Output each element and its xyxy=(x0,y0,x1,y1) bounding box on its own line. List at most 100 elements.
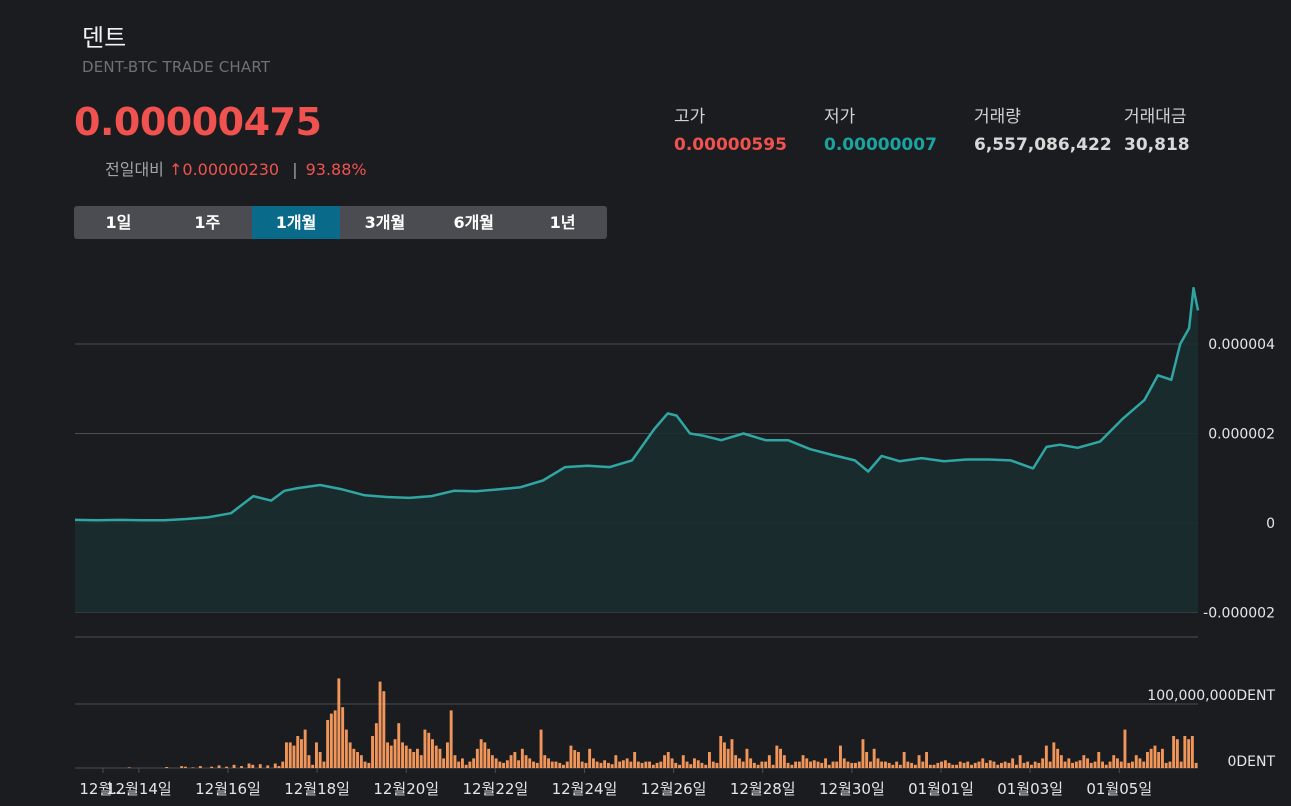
volume-bar xyxy=(520,748,524,768)
period-1y-button[interactable]: 1년 xyxy=(549,213,576,232)
volume-bar xyxy=(1101,761,1104,768)
volume-bar xyxy=(958,761,962,768)
volume-bar xyxy=(423,729,427,768)
volume-bar xyxy=(820,762,824,768)
volume-bar xyxy=(535,762,539,768)
volume-bar xyxy=(730,739,734,768)
volume-bar xyxy=(1089,762,1093,768)
volume-bar xyxy=(191,767,195,768)
volume-bar xyxy=(1063,761,1067,768)
volume-bar xyxy=(442,758,446,768)
volume-bar xyxy=(1149,748,1153,768)
volume-bar xyxy=(371,736,374,768)
volume-bar xyxy=(543,755,547,768)
volume-bar xyxy=(917,755,921,768)
volume-bar xyxy=(962,762,966,768)
volume-bar xyxy=(344,729,348,768)
volume-bar xyxy=(285,742,288,768)
volume-bar xyxy=(307,755,311,768)
price-line xyxy=(74,286,1200,522)
volume-bar xyxy=(1026,761,1030,768)
volume-bar xyxy=(1194,762,1198,768)
volume-bar xyxy=(1153,745,1157,768)
volume-bar xyxy=(558,762,562,768)
stat-low: 저가 0.00000007 xyxy=(824,102,937,155)
volume-bar xyxy=(1172,736,1176,768)
volume-bar xyxy=(1011,758,1015,768)
volume-bar xyxy=(281,761,285,768)
volume-bar xyxy=(1037,762,1041,768)
volume-bar xyxy=(1104,764,1108,768)
volume-bar xyxy=(1161,748,1164,768)
volume-bar xyxy=(592,758,595,768)
volume-bar xyxy=(352,748,356,768)
volume-bar xyxy=(1168,761,1172,768)
volume-bar xyxy=(524,755,528,768)
volume-bar xyxy=(910,762,914,768)
volume-bar xyxy=(932,764,936,768)
volume-bar xyxy=(449,710,453,768)
volume-bar xyxy=(513,752,517,768)
volume-bar xyxy=(1018,755,1022,768)
volume-bar xyxy=(550,761,554,768)
volume-bar xyxy=(936,762,940,768)
volume-bar xyxy=(1123,729,1127,768)
volume-bar xyxy=(356,752,359,768)
x-axis-tick: 01월01일 xyxy=(908,780,974,798)
volume-bar xyxy=(689,764,693,768)
volume-bar xyxy=(648,761,651,768)
volume-bar xyxy=(577,752,580,768)
volume-axis-tick: 100,000,000DENT xyxy=(1147,688,1275,704)
volume-bar xyxy=(1127,762,1131,768)
volume-bar xyxy=(588,748,592,768)
period-1m-button[interactable]: 1개월 xyxy=(251,206,341,239)
volume-bar xyxy=(760,761,764,768)
volume-bar xyxy=(741,761,745,768)
volume-bar xyxy=(1033,761,1037,768)
volume-bar xyxy=(1190,736,1194,768)
period-selector: 1일 1주 1개월 3개월 6개월 1년 xyxy=(74,206,607,239)
volume-bar xyxy=(767,755,771,768)
period-1d-button[interactable]: 1일 xyxy=(105,213,132,232)
volume-bar xyxy=(296,736,300,768)
volume-bar xyxy=(925,752,928,768)
volume-bar xyxy=(970,764,973,768)
period-3m-button[interactable]: 3개월 xyxy=(364,213,406,232)
volume-bar xyxy=(902,752,906,768)
volume-bar xyxy=(1116,758,1119,768)
volume-bar xyxy=(288,742,292,768)
volume-bar xyxy=(771,764,775,768)
change-separator: | xyxy=(292,160,298,179)
volume-bar xyxy=(389,745,393,768)
volume-bar xyxy=(498,761,502,768)
volume-bar xyxy=(464,764,468,768)
volume-bar xyxy=(412,752,416,768)
period-1w-button[interactable]: 1주 xyxy=(194,213,221,232)
volume-bar xyxy=(1022,762,1026,768)
volume-bar xyxy=(985,762,988,768)
volume-bar xyxy=(734,755,738,768)
volume-bar xyxy=(565,761,569,768)
volume-bar xyxy=(884,761,887,768)
volume-bar xyxy=(644,761,648,768)
volume-bar xyxy=(378,681,382,768)
volume-bar xyxy=(977,761,981,768)
volume-bar xyxy=(1067,758,1071,768)
volume-bar xyxy=(337,678,341,768)
volume-bar xyxy=(854,762,857,768)
volume-bar xyxy=(655,762,659,768)
volume-bar xyxy=(1044,745,1048,768)
volume-bar xyxy=(988,760,992,768)
volume-bar xyxy=(487,748,491,768)
volume-bar xyxy=(1146,752,1149,768)
volume-bar xyxy=(483,742,487,768)
volume-bar xyxy=(872,748,876,768)
volume-bar xyxy=(1138,758,1142,768)
stat-amount-label: 거래대금 xyxy=(1124,107,1187,127)
volume-bar xyxy=(184,766,187,768)
volume-bar xyxy=(880,761,884,768)
period-6m-button[interactable]: 6개월 xyxy=(453,213,495,232)
volume-bar xyxy=(404,745,408,768)
volume-bar xyxy=(198,766,202,768)
